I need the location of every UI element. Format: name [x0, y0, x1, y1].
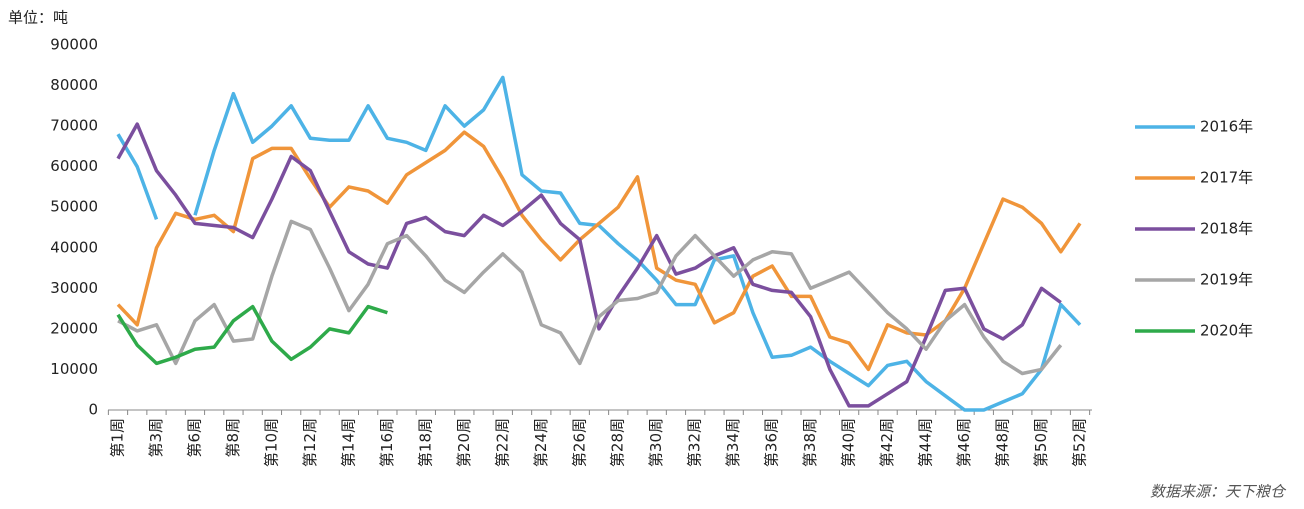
x-tick-label: 第1周 [109, 418, 127, 458]
y-tick-label: 40000 [50, 238, 98, 256]
x-tick-label: 第40周 [840, 418, 858, 467]
x-tick-label: 第32周 [686, 418, 704, 467]
legend-label: 2016年 [1200, 118, 1253, 136]
legend-label: 2019年 [1200, 271, 1253, 289]
x-tick-label: 第46周 [955, 418, 973, 467]
y-tick-label: 50000 [50, 198, 98, 216]
x-tick-label: 第14周 [339, 418, 357, 467]
x-tick-label: 第36周 [763, 418, 781, 467]
legend-label: 2017年 [1200, 169, 1253, 187]
x-tick-label: 第12周 [301, 418, 319, 467]
x-tick-label: 第8周 [224, 418, 242, 458]
y-tick-label: 10000 [50, 360, 98, 378]
x-tick-label: 第38周 [801, 418, 819, 467]
y-tick-label: 90000 [50, 36, 98, 54]
y-tick-label: 30000 [50, 279, 98, 297]
y-tick-label: 0 [88, 401, 98, 419]
x-tick-label: 第34周 [724, 418, 742, 467]
y-tick-label: 70000 [50, 117, 98, 135]
x-tick-label: 第50周 [1032, 418, 1050, 467]
x-tick-label: 第42周 [878, 418, 896, 467]
x-tick-label: 第30周 [647, 418, 665, 467]
x-tick-label: 第16周 [378, 418, 396, 467]
legend-label: 2020年 [1200, 322, 1253, 340]
series-line [116, 130, 1082, 372]
series-line [116, 304, 388, 366]
x-tick-label: 第22周 [493, 418, 511, 467]
x-tick-label: 第26周 [570, 418, 588, 467]
series-line [116, 122, 1062, 408]
series-line [116, 75, 1082, 412]
x-tick-label: 第10周 [262, 418, 280, 467]
y-tick-label: 80000 [50, 76, 98, 94]
x-tick-label: 第20周 [455, 418, 473, 467]
x-tick-label: 第44周 [917, 418, 935, 467]
source-note: 数据来源：天下粮仓 [1150, 483, 1287, 501]
x-tick-label: 第52周 [1071, 418, 1089, 467]
x-tick-label: 第6周 [185, 418, 203, 458]
series-line [117, 219, 1063, 376]
unit-label: 单位：吨 [8, 9, 68, 27]
x-tick-label: 第18周 [416, 418, 434, 467]
y-tick-label: 20000 [50, 319, 98, 337]
y-tick-label: 60000 [50, 157, 98, 175]
x-tick-label: 第3周 [147, 418, 165, 458]
x-tick-label: 第24周 [532, 418, 550, 467]
legend-label: 2018年 [1200, 220, 1253, 238]
x-tick-label: 第28周 [609, 418, 627, 467]
x-tick-label: 第48周 [994, 418, 1012, 467]
